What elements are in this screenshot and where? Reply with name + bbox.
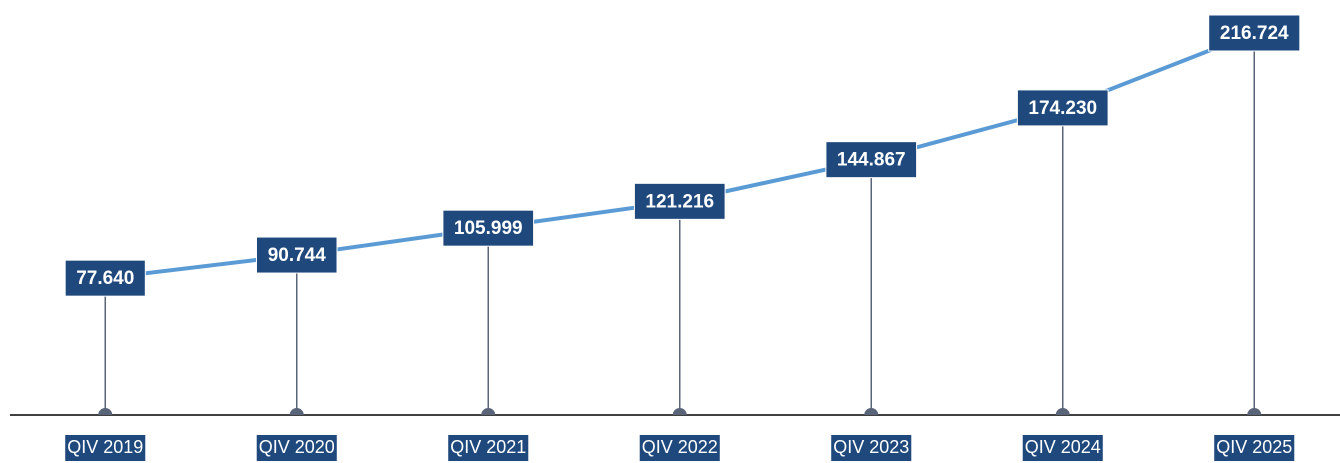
base-dot <box>289 408 304 415</box>
base-dot <box>1247 408 1262 415</box>
base-dot <box>672 408 687 415</box>
x-tick-label: QIV 2020 <box>259 437 335 457</box>
label-box <box>633 182 726 220</box>
category-box <box>448 435 529 461</box>
base-dot <box>98 408 113 415</box>
data-label: 144.867 <box>837 150 906 171</box>
x-tick-label: QIV 2023 <box>833 437 909 457</box>
data-label: 174.230 <box>1028 98 1097 119</box>
x-tick-label: QIV 2019 <box>67 437 143 457</box>
category-box <box>831 435 912 461</box>
data-label: 105.999 <box>454 218 523 239</box>
category-box <box>1022 435 1103 461</box>
base-dot <box>481 408 496 415</box>
x-tick-label: QIV 2025 <box>1216 437 1292 457</box>
category-box <box>65 435 146 461</box>
x-tick-label: QIV 2022 <box>642 437 718 457</box>
base-dot <box>1055 408 1070 415</box>
label-box <box>442 209 535 247</box>
data-label: 121.216 <box>645 191 714 212</box>
category-box <box>639 435 720 461</box>
data-label: 77.640 <box>76 268 134 289</box>
data-label: 90.744 <box>268 245 327 266</box>
x-tick-label: QIV 2021 <box>450 437 526 457</box>
label-box <box>255 236 338 274</box>
label-box <box>64 259 146 297</box>
data-label: 216.724 <box>1220 23 1289 44</box>
x-tick-label: QIV 2024 <box>1025 437 1101 457</box>
label-box <box>1208 14 1301 52</box>
category-box <box>1214 435 1295 461</box>
label-box <box>1016 89 1109 127</box>
base-dot <box>864 408 879 415</box>
label-box <box>825 141 918 179</box>
category-box <box>256 435 337 461</box>
